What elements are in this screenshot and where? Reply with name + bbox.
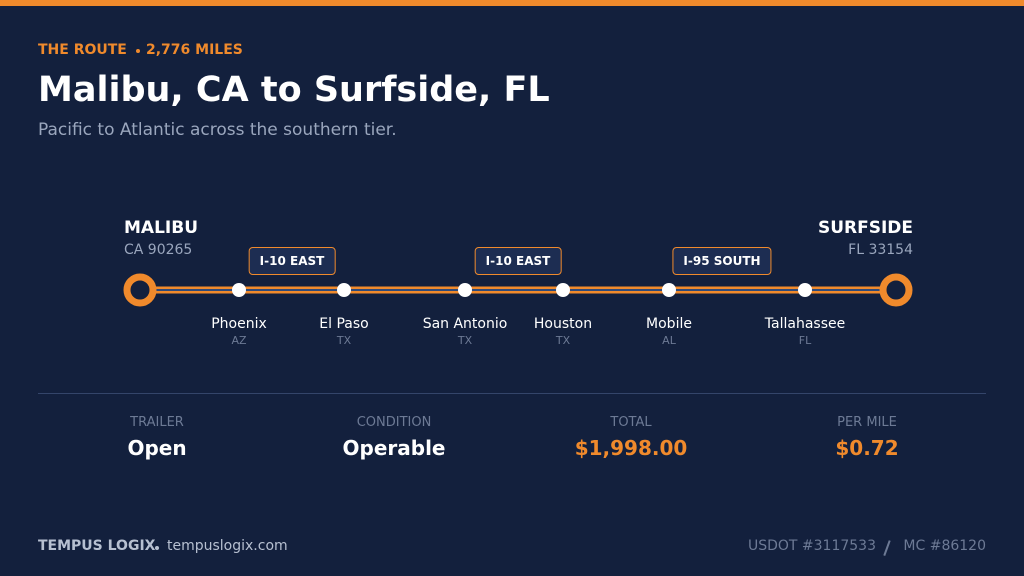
stat-label: CONDITION bbox=[356, 415, 432, 430]
eyebrow: THE ROUTE bbox=[38, 42, 127, 58]
title: Malibu, CA to Surfside, FL bbox=[38, 70, 550, 110]
website: tempuslogix.com bbox=[167, 538, 288, 554]
highway-label: I-10 EAST bbox=[474, 247, 562, 275]
stop-city: El Paso bbox=[319, 316, 369, 332]
highway-label: I-10 EAST bbox=[248, 247, 336, 275]
separator bbox=[155, 546, 159, 550]
origin-detail: CA 90265 bbox=[124, 242, 193, 258]
stat-value: Operable bbox=[342, 436, 446, 460]
stat-value: $1,998.00 bbox=[574, 436, 688, 460]
stat-value: Open bbox=[127, 436, 187, 460]
stat-label: TRAILER bbox=[130, 415, 184, 430]
stat-label: TOTAL bbox=[610, 415, 652, 430]
stop-state: AZ bbox=[231, 334, 247, 347]
stop-city: San Antonio bbox=[422, 316, 508, 332]
stop-dot bbox=[556, 283, 570, 297]
distance: 2,776 MILES bbox=[146, 42, 243, 58]
highway-label: I-95 SOUTH bbox=[672, 247, 772, 275]
subtitle: Pacific to Atlantic across the southern … bbox=[38, 120, 397, 140]
stop-city: Mobile bbox=[646, 316, 692, 332]
stop-state: AL bbox=[662, 334, 676, 347]
origin-marker bbox=[123, 273, 157, 307]
company: TEMPUS LOGIX bbox=[38, 538, 156, 554]
stop-dots bbox=[232, 283, 812, 297]
stop-city: Phoenix bbox=[211, 316, 267, 332]
destination-name: SURFSIDE bbox=[817, 218, 913, 238]
stop-state: TX bbox=[555, 334, 571, 347]
stop-dot bbox=[662, 283, 676, 297]
divider bbox=[38, 393, 986, 394]
usdot: USDOT #3117533 bbox=[747, 538, 876, 554]
destination-detail: FL 33154 bbox=[848, 242, 913, 258]
stat-label: PER MILE bbox=[837, 415, 897, 430]
stop-state: TX bbox=[336, 334, 352, 347]
stop-city: Houston bbox=[533, 316, 593, 332]
stop-state: FL bbox=[798, 334, 812, 347]
destination-marker bbox=[879, 273, 913, 307]
stop-state: TX bbox=[457, 334, 473, 347]
stop-dot bbox=[798, 283, 812, 297]
stop-city: Tallahassee bbox=[764, 316, 846, 332]
stop-dot bbox=[337, 283, 351, 297]
stop-dot bbox=[458, 283, 472, 297]
origin-name: MALIBU bbox=[124, 218, 198, 238]
top-bar bbox=[0, 0, 1024, 6]
stop-dot bbox=[232, 283, 246, 297]
stat-value: $0.72 bbox=[835, 436, 899, 460]
separator bbox=[136, 49, 140, 53]
mc: MC #86120 bbox=[903, 538, 986, 554]
